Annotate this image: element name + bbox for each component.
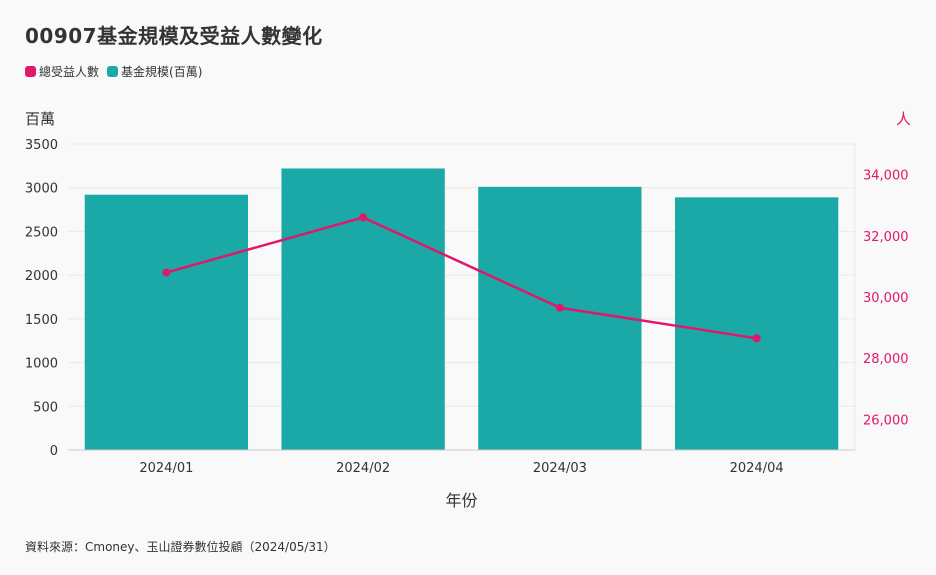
x-tick-label: 2024/03 — [533, 461, 587, 476]
legend-label-holders: 總受益人數 — [39, 65, 100, 79]
x-axis-title: 年份 — [445, 491, 477, 510]
right-tick-label: 28,000 — [863, 352, 909, 367]
chart-title: 00907基金規模及受益人數變化 — [25, 24, 323, 48]
bar — [674, 197, 839, 450]
legend-item-fund-size[interactable]: 基金規模(百萬) — [107, 63, 202, 80]
left-tick-label: 3500 — [25, 138, 58, 153]
bar — [84, 194, 249, 450]
holders-point — [162, 268, 171, 277]
left-tick-label: 2500 — [25, 225, 58, 240]
bar — [281, 168, 445, 451]
holders-point — [359, 213, 368, 222]
right-tick-label: 26,000 — [863, 413, 909, 428]
legend-swatch-holders — [25, 66, 36, 77]
holders-point — [555, 303, 564, 312]
x-tick-label: 2024/04 — [730, 461, 784, 476]
holders-line — [166, 216, 757, 340]
right-tick-label: 34,000 — [863, 169, 909, 184]
left-tick-label: 0 — [50, 444, 58, 459]
left-tick-label: 500 — [33, 400, 58, 415]
left-tick-label: 3000 — [25, 182, 58, 197]
legend-label-fund-size: 基金規模(百萬) — [121, 65, 203, 79]
right-tick-label: 32,000 — [863, 230, 909, 245]
x-tick-label: 2024/01 — [139, 461, 193, 476]
right-axis-unit: 人 — [895, 110, 911, 128]
left-tick-label: 2000 — [25, 269, 58, 284]
bar — [478, 186, 642, 450]
legend: 總受益人數 基金規模(百萬) — [25, 63, 202, 80]
left-axis-unit: 百萬 — [25, 110, 56, 128]
holders-point — [752, 334, 761, 343]
source-note: 資料來源：Cmoney、玉山證券數位投顧（2024/05/31） — [25, 540, 336, 554]
legend-swatch-fund-size — [107, 66, 119, 77]
left-tick-label: 1000 — [25, 357, 58, 372]
left-tick-label: 1500 — [25, 313, 58, 328]
x-tick-label: 2024/02 — [336, 461, 390, 476]
right-tick-label: 30,000 — [863, 291, 909, 306]
legend-item-holders[interactable]: 總受益人數 — [25, 63, 99, 80]
